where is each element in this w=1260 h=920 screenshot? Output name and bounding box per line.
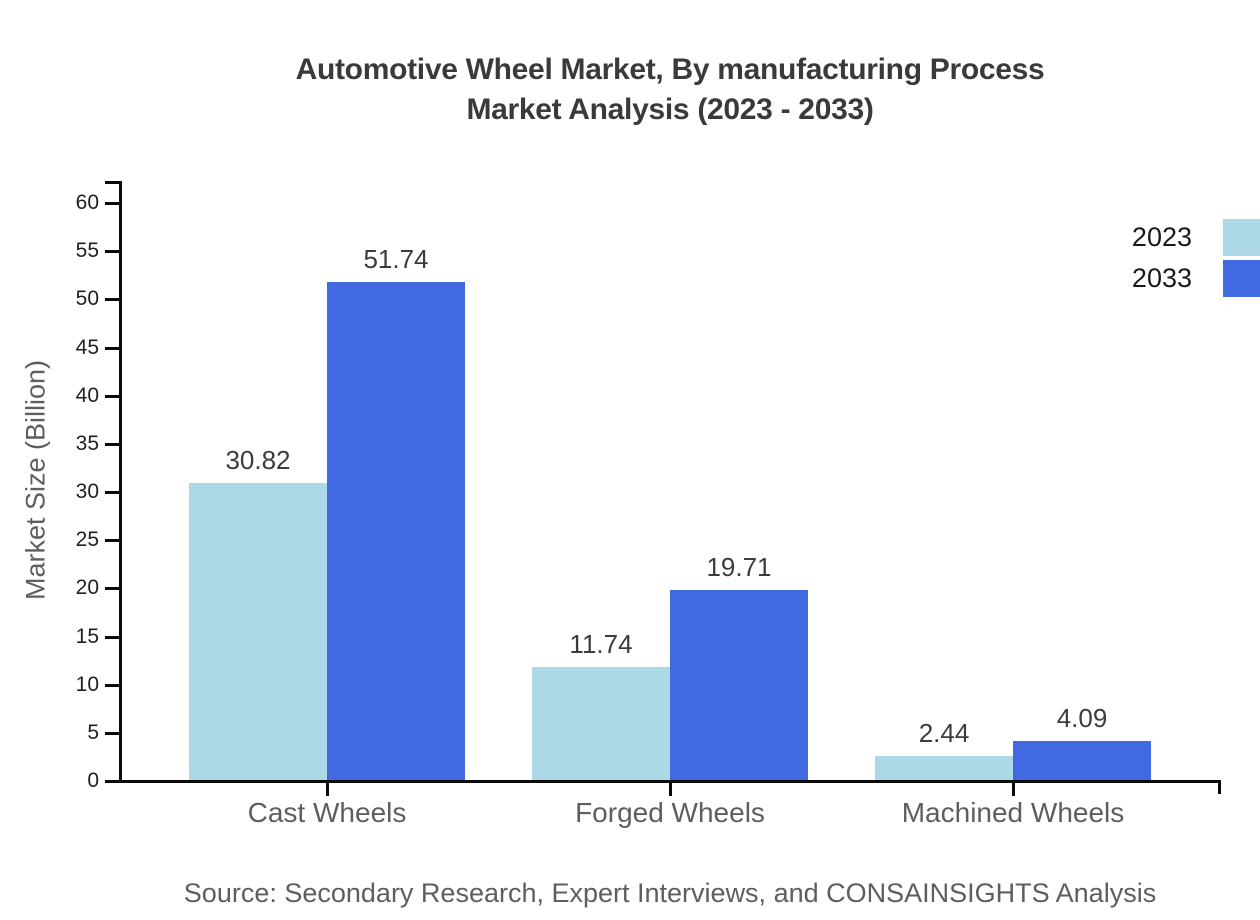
bar-value-label: 2.44	[918, 718, 970, 749]
y-tick-label: 60	[75, 191, 99, 214]
y-tick-label: 35	[75, 431, 99, 455]
y-tick	[105, 731, 119, 735]
bar-2033-forged-wheels	[670, 590, 808, 780]
y-tick	[105, 298, 119, 302]
y-tick	[105, 346, 119, 350]
y-tick-label: 25	[75, 528, 99, 552]
y-tick	[105, 635, 119, 639]
bar-value-label: 4.09	[1056, 702, 1108, 733]
y-tick-label: 10	[75, 672, 99, 696]
y-tick	[105, 202, 119, 205]
y-tick	[105, 683, 119, 687]
bar-value-label: 19.71	[706, 552, 772, 583]
y-tick-label: 20	[75, 576, 99, 600]
category-label: Machined Wheels	[901, 797, 1125, 828]
y-tick-label: 45	[75, 335, 99, 359]
bar-2023-cast-wheels	[189, 483, 327, 780]
legend-swatch-2023	[1223, 219, 1260, 256]
legend-swatch-2033	[1223, 260, 1260, 297]
y-tick-label: 5	[87, 720, 99, 744]
bar-value-label: 30.82	[225, 445, 291, 476]
category-label: Forged Wheels	[575, 797, 765, 828]
y-tick-label: 40	[75, 383, 99, 407]
bar-2023-machined-wheels	[875, 756, 1013, 780]
y-tick-label: 30	[75, 480, 99, 503]
bar-2023-forged-wheels	[532, 666, 670, 780]
legend-label-2033: 2033	[1131, 263, 1192, 293]
y-tick	[105, 587, 119, 591]
y-tick-label: 15	[75, 624, 99, 648]
y-tick	[105, 442, 119, 446]
x-axis-line	[119, 780, 1221, 783]
y-tick	[105, 394, 119, 398]
x-tick	[1012, 783, 1015, 796]
chart-title-line-1: Automotive Wheel Market, By manufacturin…	[295, 53, 1045, 86]
y-tick-label: 55	[75, 239, 99, 263]
bar-value-label: 51.74	[363, 243, 429, 274]
chart-title: Automotive Wheel Market, By manufacturin…	[80, 50, 1260, 130]
y-axis-endcap-tick	[105, 181, 119, 184]
y-tick-label: 0	[87, 769, 99, 792]
y-tick	[105, 250, 119, 254]
x-tick	[669, 783, 672, 796]
source-text: Source: Secondary Research, Expert Inter…	[183, 878, 1157, 908]
y-tick	[105, 539, 119, 543]
bar-2033-cast-wheels	[327, 281, 465, 780]
legend-label-2023: 2023	[1131, 222, 1192, 252]
y-tick	[105, 491, 119, 494]
y-tick-label: 50	[75, 287, 99, 311]
y-axis-line	[119, 181, 122, 783]
x-axis-endcap-tick	[1218, 780, 1221, 794]
x-tick	[326, 783, 329, 796]
bar-2033-machined-wheels	[1013, 740, 1151, 780]
bar-value-label: 11.74	[569, 628, 633, 659]
category-label: Cast Wheels	[247, 797, 407, 828]
y-tick	[105, 780, 119, 783]
chart-title-line-2: Market Analysis (2023 - 2033)	[466, 93, 874, 126]
